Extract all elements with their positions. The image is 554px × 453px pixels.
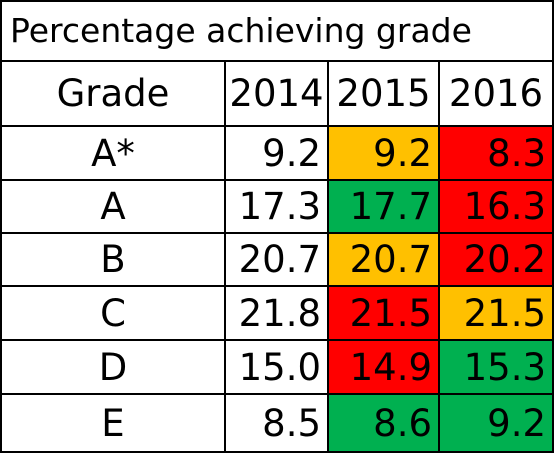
row-grade-label: A <box>0 181 226 234</box>
row-grade-label: B <box>0 234 226 287</box>
cell-2016: 8.3 <box>440 127 554 181</box>
cell-2016: 9.2 <box>440 395 554 453</box>
cell-2015: 14.9 <box>329 341 440 395</box>
cell-2014: 17.3 <box>226 181 329 234</box>
header-grade: Grade <box>0 62 226 127</box>
cell-2014: 8.5 <box>226 395 329 453</box>
row-grade-label: E <box>0 395 226 453</box>
cell-2016: 16.3 <box>440 181 554 234</box>
row-grade-label: C <box>0 287 226 341</box>
header-2016: 2016 <box>440 62 554 127</box>
cell-2016: 21.5 <box>440 287 554 341</box>
cell-2015: 9.2 <box>329 127 440 181</box>
cell-2014: 21.8 <box>226 287 329 341</box>
cell-2015: 17.7 <box>329 181 440 234</box>
cell-2016: 15.3 <box>440 341 554 395</box>
table-title: Percentage achieving grade <box>0 0 554 62</box>
header-2014: 2014 <box>226 62 329 127</box>
cell-2014: 20.7 <box>226 234 329 287</box>
cell-2016: 20.2 <box>440 234 554 287</box>
cell-2014: 15.0 <box>226 341 329 395</box>
cell-2015: 21.5 <box>329 287 440 341</box>
row-grade-label: A* <box>0 127 226 181</box>
cell-2015: 8.6 <box>329 395 440 453</box>
cell-2014: 9.2 <box>226 127 329 181</box>
header-2015: 2015 <box>329 62 440 127</box>
row-grade-label: D <box>0 341 226 395</box>
cell-2015: 20.7 <box>329 234 440 287</box>
